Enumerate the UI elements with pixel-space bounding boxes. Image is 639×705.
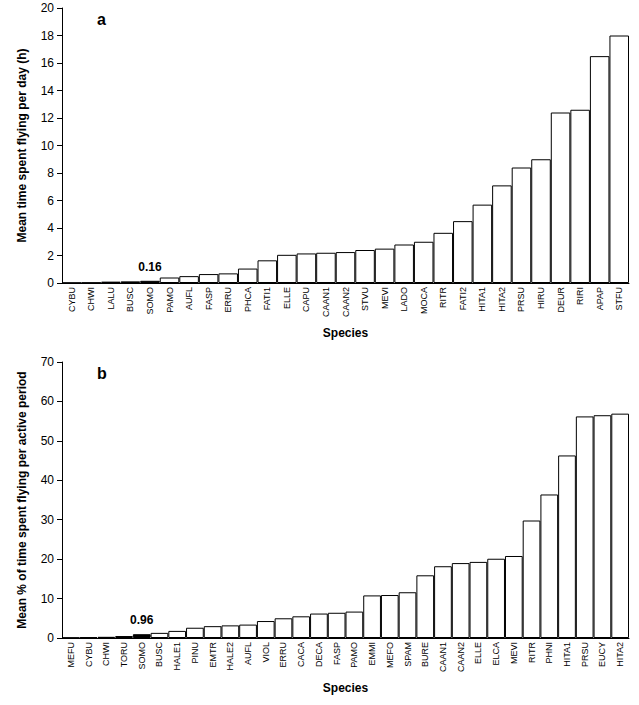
svg-text:PAMO: PAMO xyxy=(165,287,175,313)
svg-text:FATI2: FATI2 xyxy=(458,287,468,310)
svg-text:30: 30 xyxy=(41,513,55,527)
svg-text:2: 2 xyxy=(47,249,54,263)
svg-text:EMTR: EMTR xyxy=(208,642,218,668)
svg-text:RITR: RITR xyxy=(527,642,537,663)
svg-text:STFU: STFU xyxy=(614,287,624,311)
svg-text:APAP: APAP xyxy=(595,287,605,310)
svg-text:MEVI: MEVI xyxy=(380,287,390,309)
svg-text:HITA1: HITA1 xyxy=(562,642,572,667)
svg-text:a: a xyxy=(97,11,106,28)
svg-text:RITR: RITR xyxy=(438,287,448,308)
svg-text:20: 20 xyxy=(41,1,55,15)
svg-text:ELCA: ELCA xyxy=(491,642,501,666)
svg-text:40: 40 xyxy=(41,473,55,487)
svg-text:LADO: LADO xyxy=(399,287,409,312)
svg-text:BURE: BURE xyxy=(420,642,430,667)
svg-text:SOMO: SOMO xyxy=(145,287,155,315)
svg-text:CAAN2: CAAN2 xyxy=(456,642,466,672)
svg-text:70: 70 xyxy=(41,355,55,369)
svg-text:Mean time spent flying per day: Mean time spent flying per day (h) xyxy=(15,48,29,242)
svg-text:0.16: 0.16 xyxy=(138,260,162,274)
svg-text:6: 6 xyxy=(47,194,54,208)
svg-text:0: 0 xyxy=(47,631,54,645)
svg-text:AUFL: AUFL xyxy=(184,287,194,310)
svg-text:16: 16 xyxy=(41,56,55,70)
svg-text:CYBU: CYBU xyxy=(84,642,94,667)
svg-text:BUSC: BUSC xyxy=(125,287,135,313)
svg-text:HALE2: HALE2 xyxy=(225,642,235,671)
svg-text:VIOL: VIOL xyxy=(261,642,271,663)
svg-text:HITA1: HITA1 xyxy=(477,287,487,312)
svg-text:20: 20 xyxy=(41,552,55,566)
svg-text:8: 8 xyxy=(47,166,54,180)
svg-text:10: 10 xyxy=(41,139,55,153)
svg-text:50: 50 xyxy=(41,434,55,448)
svg-text:CYBU: CYBU xyxy=(67,287,77,312)
svg-text:Species: Species xyxy=(323,326,369,340)
svg-text:AUFL: AUFL xyxy=(243,642,253,665)
svg-text:CACA: CACA xyxy=(296,642,306,667)
svg-text:14: 14 xyxy=(41,84,55,98)
svg-text:10: 10 xyxy=(41,592,55,606)
svg-text:BUSC: BUSC xyxy=(154,642,164,668)
svg-text:ERRU: ERRU xyxy=(223,287,233,313)
svg-text:MEFO: MEFO xyxy=(385,642,395,668)
svg-text:CHWI: CHWI xyxy=(86,287,96,311)
svg-text:TORU: TORU xyxy=(119,642,129,667)
svg-text:PRSU: PRSU xyxy=(580,642,590,667)
svg-text:STVU: STVU xyxy=(360,287,370,311)
svg-text:Mean % of time spent flying pe: Mean % of time spent flying per active p… xyxy=(15,371,29,628)
svg-text:CAAN1: CAAN1 xyxy=(438,642,448,672)
svg-text:0.96: 0.96 xyxy=(130,613,154,627)
svg-text:DECA: DECA xyxy=(314,642,324,667)
svg-text:EMMI: EMMI xyxy=(367,642,377,666)
svg-text:SOMO: SOMO xyxy=(137,642,147,670)
svg-text:CAAN2: CAAN2 xyxy=(341,287,351,317)
svg-text:EUCY: EUCY xyxy=(597,642,607,667)
svg-text:12: 12 xyxy=(41,111,55,125)
svg-text:PHCA: PHCA xyxy=(243,287,253,312)
svg-text:CHWI: CHWI xyxy=(101,642,111,666)
svg-text:FASP: FASP xyxy=(204,287,214,310)
svg-text:DEUR: DEUR xyxy=(556,287,566,313)
svg-text:HALE1: HALE1 xyxy=(172,642,182,671)
svg-text:FATI1: FATI1 xyxy=(262,287,272,310)
svg-text:ELLE: ELLE xyxy=(473,642,483,664)
svg-text:MEVI: MEVI xyxy=(509,642,519,664)
svg-text:b: b xyxy=(97,365,107,382)
svg-text:18: 18 xyxy=(41,29,55,43)
svg-text:MEFU: MEFU xyxy=(66,642,76,668)
svg-text:4: 4 xyxy=(47,221,54,235)
svg-text:RIRI: RIRI xyxy=(575,287,585,305)
svg-text:PINU: PINU xyxy=(190,642,200,664)
svg-text:ERRU: ERRU xyxy=(278,642,288,668)
svg-text:0: 0 xyxy=(47,276,54,290)
svg-text:HITA2: HITA2 xyxy=(497,287,507,312)
svg-text:CAPU: CAPU xyxy=(301,287,311,312)
svg-text:MOCA: MOCA xyxy=(419,287,429,314)
svg-text:Species: Species xyxy=(323,681,369,695)
svg-text:PAMO: PAMO xyxy=(349,642,359,668)
svg-text:HITA2: HITA2 xyxy=(615,642,625,667)
svg-text:ELLE: ELLE xyxy=(282,287,292,309)
svg-text:60: 60 xyxy=(41,394,55,408)
svg-text:LALU: LALU xyxy=(106,287,116,310)
svg-text:PHNI: PHNI xyxy=(544,642,554,664)
svg-text:HIRU: HIRU xyxy=(536,287,546,309)
svg-text:CAAN1: CAAN1 xyxy=(321,287,331,317)
svg-text:PRSU: PRSU xyxy=(516,287,526,312)
svg-text:SPAM: SPAM xyxy=(403,642,413,667)
svg-text:FASP: FASP xyxy=(332,642,342,665)
